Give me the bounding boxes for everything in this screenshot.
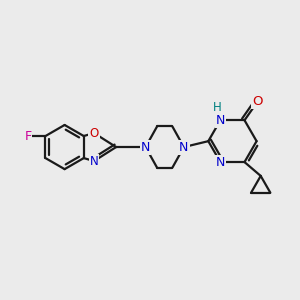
Text: N: N — [216, 156, 225, 169]
Text: N: N — [179, 141, 188, 154]
Text: O: O — [253, 94, 263, 108]
Text: N: N — [216, 114, 225, 127]
Text: N: N — [141, 141, 150, 154]
Text: O: O — [89, 127, 99, 140]
Text: N: N — [90, 154, 98, 167]
Text: F: F — [24, 130, 32, 142]
Text: H: H — [213, 100, 222, 113]
